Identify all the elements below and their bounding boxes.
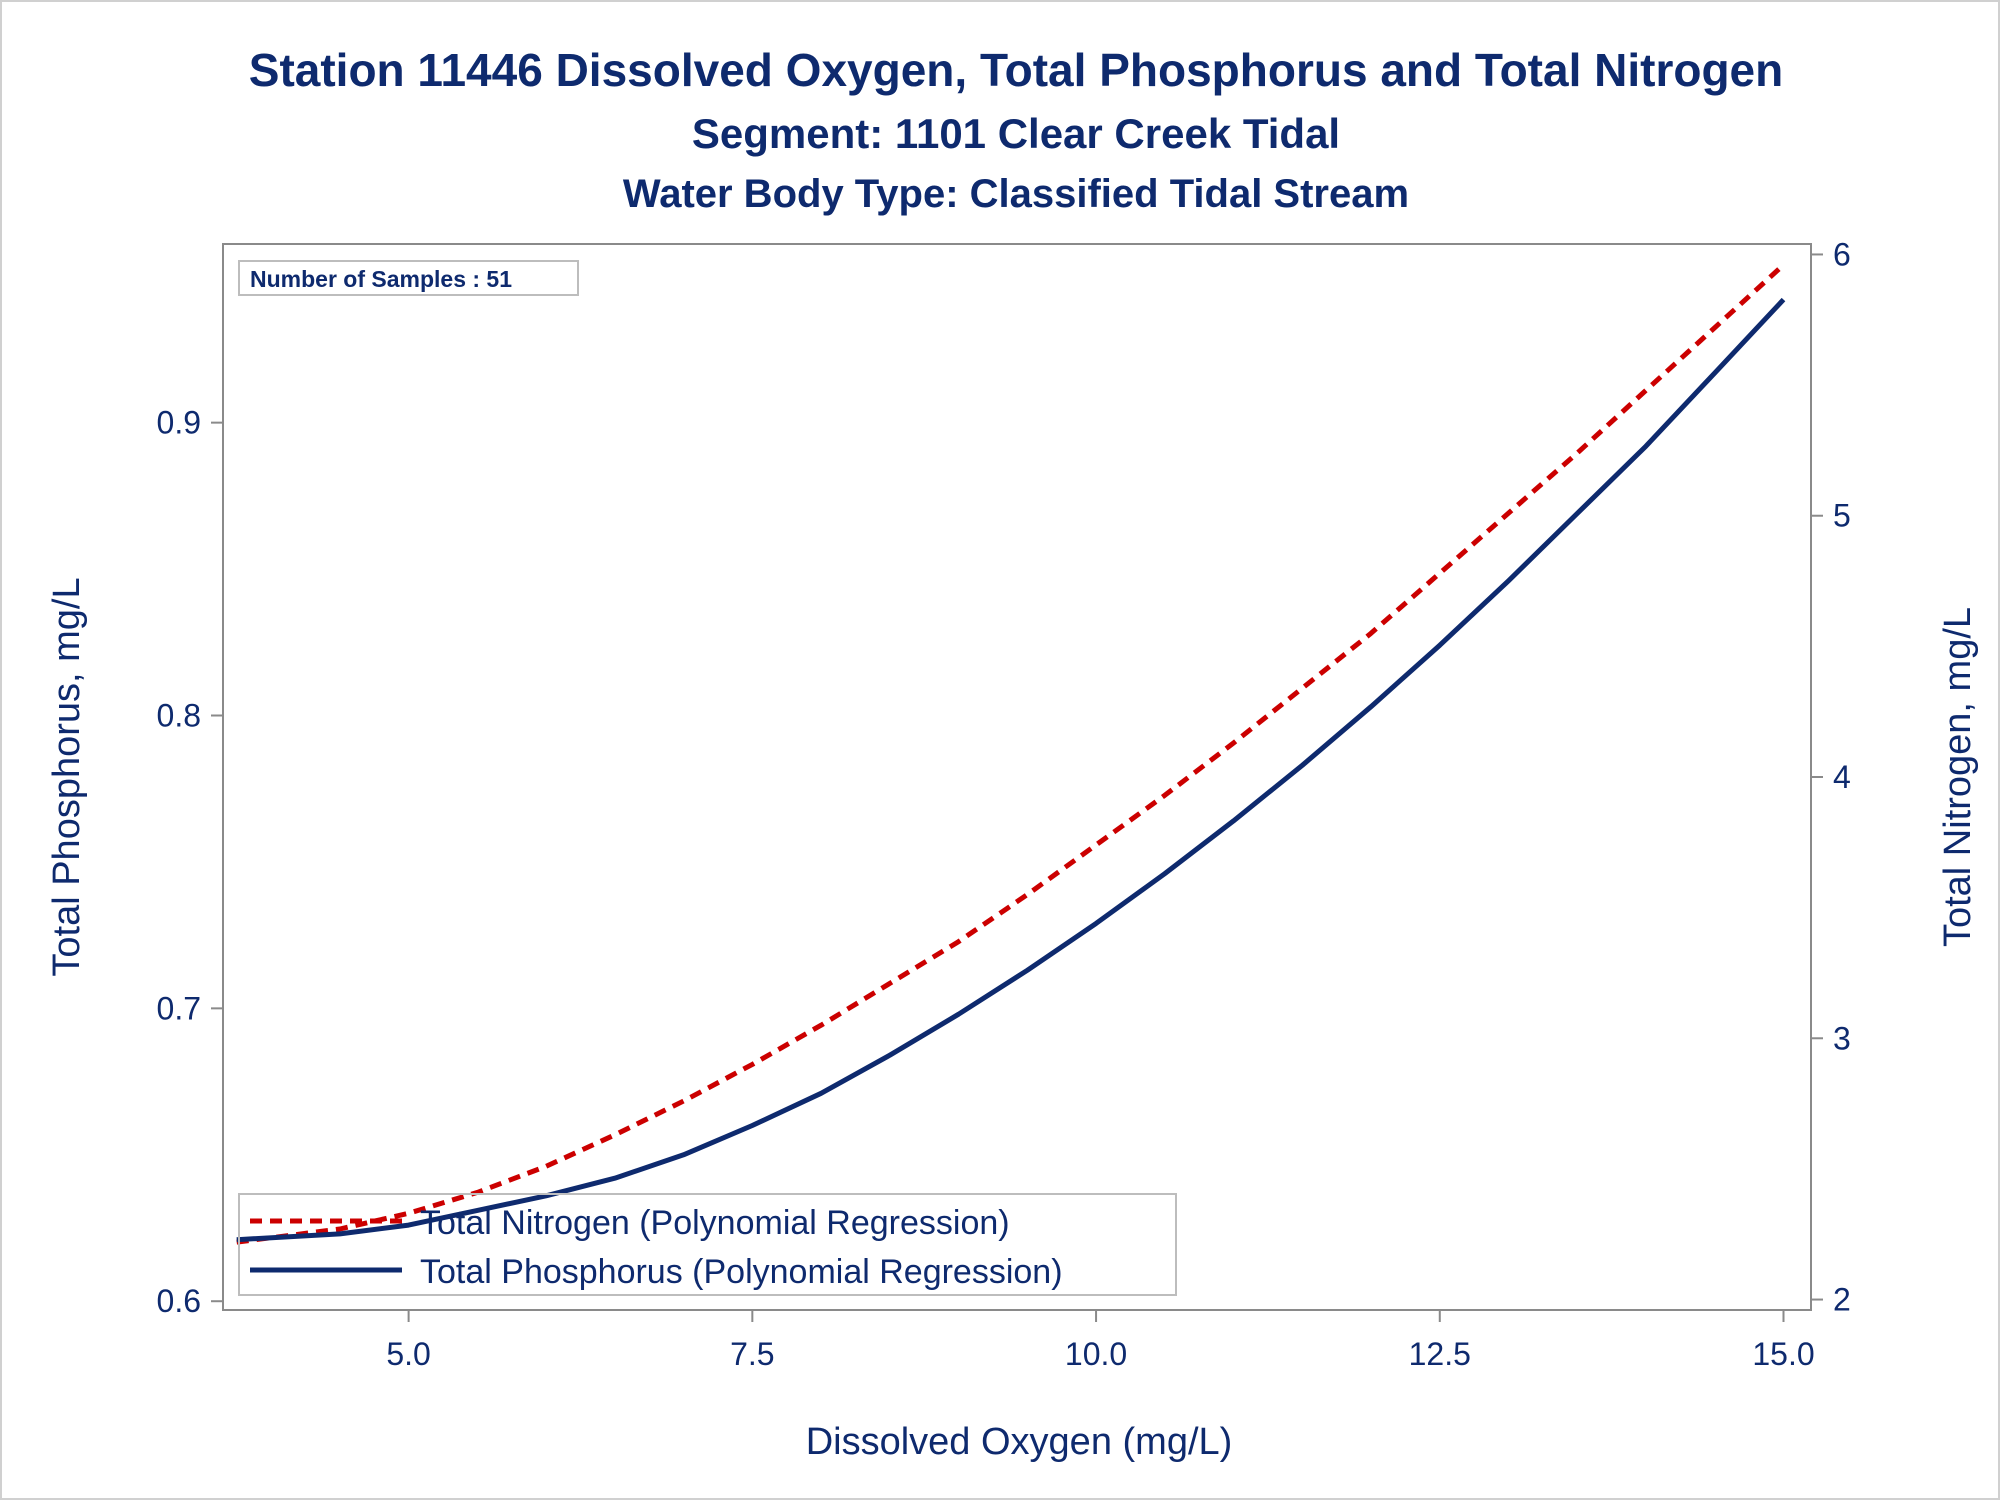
right-tick-label: 2: [1833, 1282, 1851, 1318]
x-tick-label: 5.0: [386, 1336, 430, 1372]
legend: Total Nitrogen (Polynomial Regression) T…: [238, 1193, 1177, 1296]
chart-subtitle: Segment: 1101 Clear Creek Tidal: [692, 110, 1340, 157]
left-tick-label: 0.7: [157, 990, 201, 1026]
right-tick-label: 6: [1833, 236, 1851, 272]
sample-count-text: Number of Samples : 51: [250, 266, 512, 292]
legend-label-nitrogen: Total Nitrogen (Polynomial Regression): [420, 1204, 1010, 1242]
x-tick-label: 12.5: [1409, 1336, 1471, 1372]
series-line-phosphorus: [236, 297, 1786, 1243]
x-tick-label: 15.0: [1752, 1336, 1814, 1372]
right-axis-ticks: 2 3 4 5 6: [1811, 236, 1851, 1318]
chart-subtitle-2: Water Body Type: Classified Tidal Stream: [623, 172, 1409, 216]
legend-box: [238, 1193, 1177, 1296]
x-tick-label: 10.0: [1065, 1336, 1127, 1372]
left-axis-ticks: 0.6 0.7 0.8 0.9: [157, 405, 223, 1319]
right-tick-label: 5: [1833, 498, 1851, 534]
x-axis-label: Dissolved Oxygen (mg/L): [806, 1421, 1233, 1463]
plot-area: [222, 243, 1812, 1311]
right-tick-label: 3: [1833, 1020, 1851, 1056]
left-tick-label: 0.8: [157, 698, 201, 734]
legend-label-phosphorus: Total Phosphorus (Polynomial Regression): [420, 1253, 1063, 1291]
chart-title: Station 11446 Dissolved Oxygen, Total Ph…: [249, 44, 1783, 96]
right-tick-label: 4: [1833, 759, 1851, 795]
x-tick-label: 7.5: [730, 1336, 774, 1372]
right-axis-label: Total Nitrogen, mg/L: [1937, 607, 1979, 947]
left-tick-label: 0.6: [157, 1283, 201, 1319]
series-line-nitrogen: [236, 263, 1786, 1245]
series-layer: [236, 263, 1786, 1245]
x-axis-ticks: 5.0 7.5 10.0 12.5 15.0: [386, 1310, 1815, 1372]
left-axis-label: Total Phosphorus, mg/L: [46, 577, 88, 976]
sample-count-box: Number of Samples : 51: [238, 260, 579, 296]
left-tick-label: 0.9: [157, 405, 201, 441]
